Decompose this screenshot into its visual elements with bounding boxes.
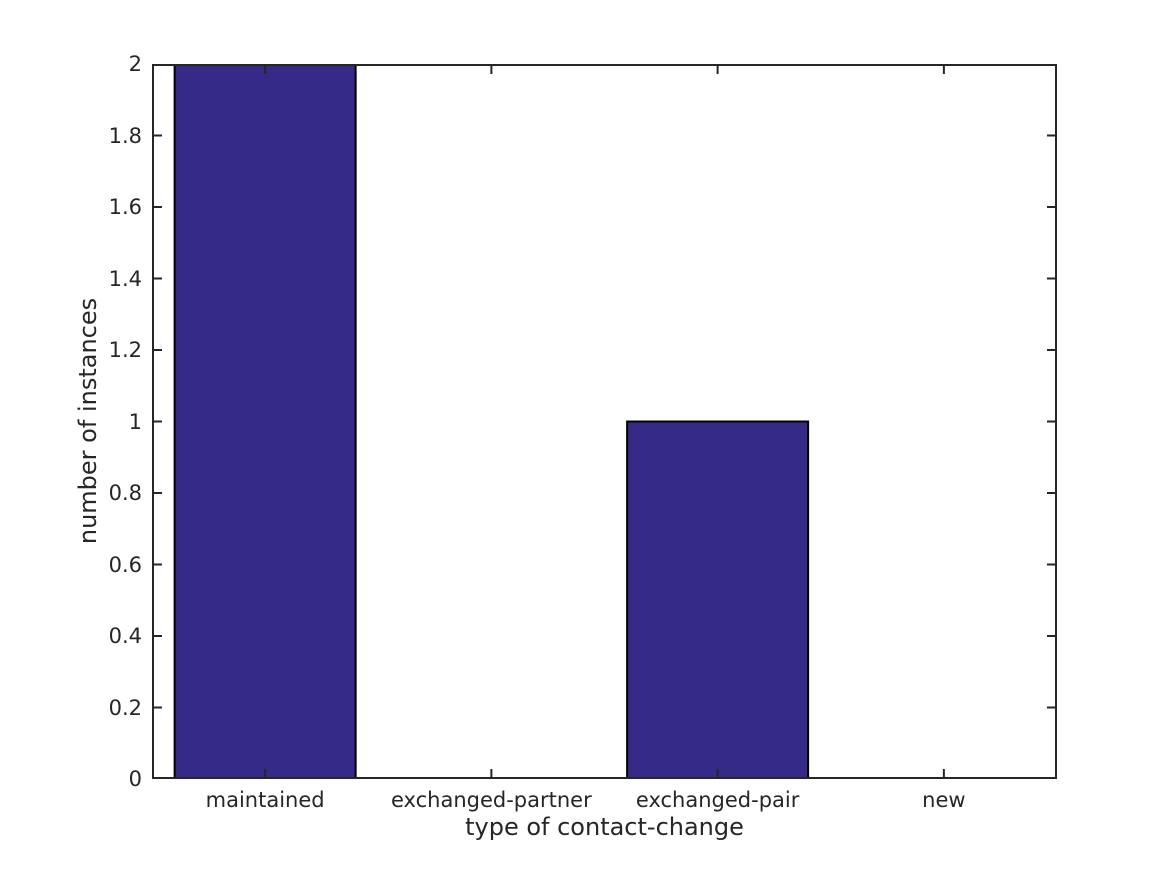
bar-maintained [173,64,357,779]
y-tick-label-0: 0 [128,767,142,791]
y-tick-label-1.2: 1.2 [108,338,142,362]
y-tick-label-0.2: 0.2 [108,695,142,720]
x-tick-label-exchanged-pair: exchanged-pair [635,788,800,812]
y-tick-label-0.4: 0.4 [108,624,142,648]
y-tick-label-1.8: 1.8 [108,123,142,148]
bar-exchanged-pair [626,420,810,779]
x-tick-label-new: new [922,788,966,812]
y-tick-label-1.6: 1.6 [108,195,142,219]
y-tick-label-0.6: 0.6 [108,552,142,577]
x-tick-label-maintained: maintained [205,788,325,812]
plot-area [152,64,1057,779]
y-tick-label-0.8: 0.8 [108,481,142,505]
x-axis-label: type of contact-change [465,813,744,841]
y-tick-label-2: 2 [128,52,142,76]
y-axis-label: number of instances [74,297,102,545]
y-tick-label-1.4: 1.4 [108,266,142,291]
x-tick-label-exchanged-partner: exchanged-partner [391,788,592,812]
y-tick-label-1: 1 [128,409,142,434]
